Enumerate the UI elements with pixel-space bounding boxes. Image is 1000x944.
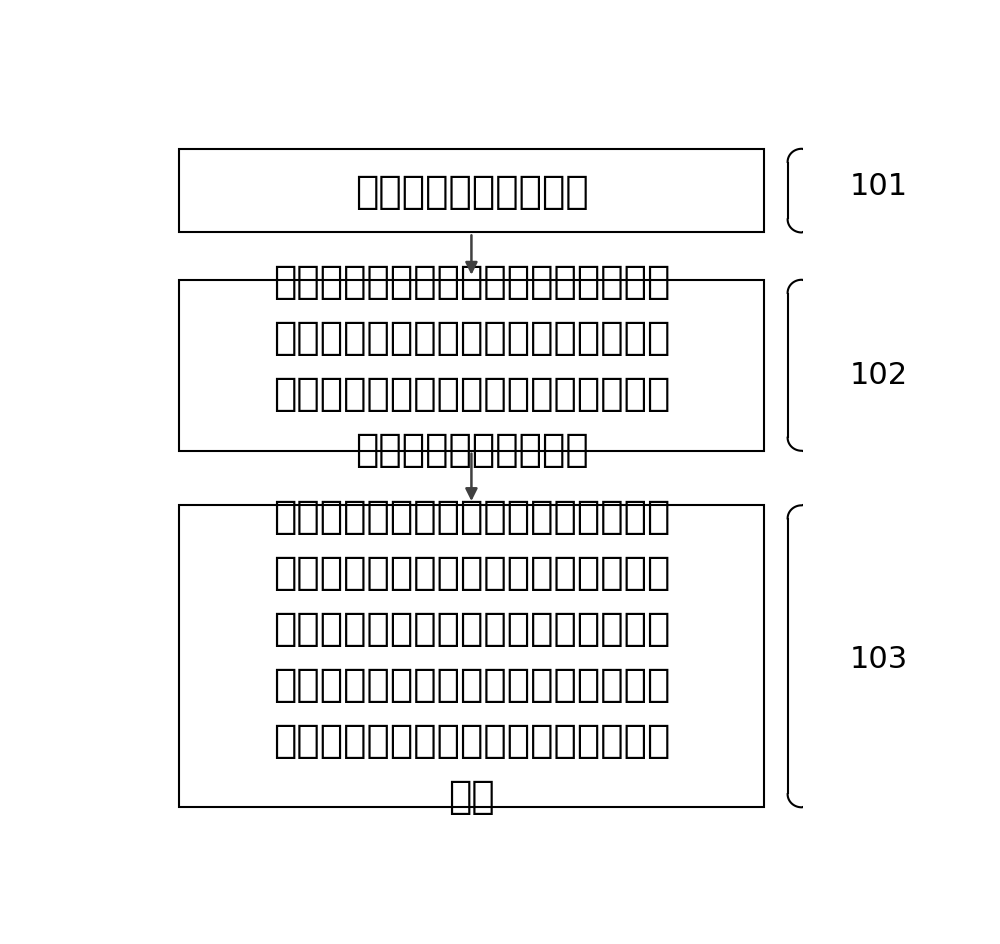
Text: 102: 102 — [850, 361, 908, 390]
FancyBboxPatch shape — [179, 506, 764, 807]
FancyBboxPatch shape — [179, 150, 764, 233]
Text: 獲取待識別的語音信息: 獲取待識別的語音信息 — [355, 173, 589, 211]
Text: 101: 101 — [850, 172, 908, 200]
Text: 對語音信息進行方言分類識別，獲得語
音信息對應的方言分類信息；及，對語
音信息進行語音特征識別，獲得語音信
息對應的語音特征信息: 對語音信息進行方言分類識別，獲得語 音信息對應的方言分類信息；及，對語 音信息進… — [273, 263, 670, 469]
Text: 103: 103 — [850, 644, 908, 673]
Text: 在與方言分類信息對應的字符集中，匹
配與語音特征信息對應的普通話信息，
得到語音信息的識別結果，其中，字符
集中包括與方言分類信息對應的方言在
不同語音特征信息: 在與方言分類信息對應的字符集中，匹 配與語音特征信息對應的普通話信息， 得到語音… — [273, 497, 670, 816]
FancyBboxPatch shape — [179, 280, 764, 451]
